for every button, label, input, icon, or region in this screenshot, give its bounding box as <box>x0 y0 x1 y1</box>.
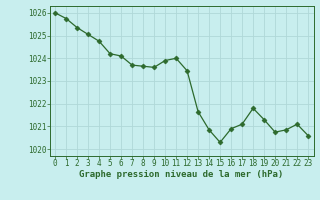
X-axis label: Graphe pression niveau de la mer (hPa): Graphe pression niveau de la mer (hPa) <box>79 170 284 179</box>
